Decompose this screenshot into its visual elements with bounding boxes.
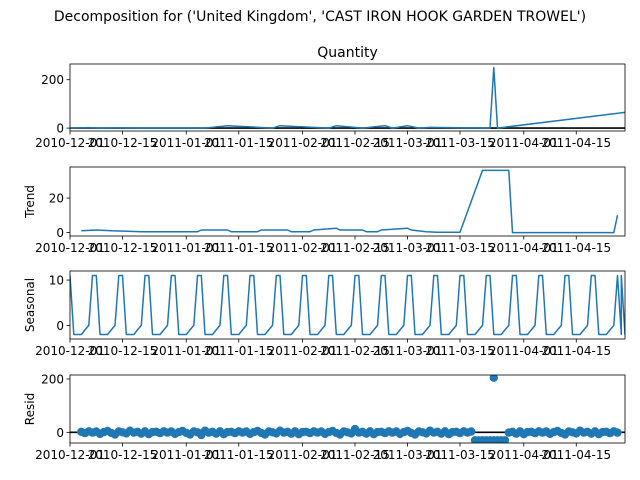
resid-point — [197, 430, 206, 440]
xtick-label: 2011-03-01 — [373, 448, 443, 462]
xtick-label: 2011-04-01 — [489, 448, 559, 462]
resid-point — [467, 427, 476, 436]
series-line-seasonal — [70, 274, 625, 336]
panel-observed: 02002010-12-012010-12-152011-01-012011-0… — [35, 45, 626, 150]
panel-title-observed: Quantity — [317, 45, 378, 61]
axes-frame-observed — [69, 63, 626, 132]
panel-seasonal: 0 10 2010-12-012010-12-152011-01-012011-01… — [23, 270, 626, 358]
xtick-label: 2011-01-15 — [204, 448, 274, 462]
xtick-label: 2010-12-15 — [88, 448, 158, 462]
xtick-label: 2011-03-15 — [425, 136, 495, 150]
ylabel-seasonal: Seasonal — [23, 278, 37, 332]
ytick-label: 200 — [41, 73, 64, 87]
axes-frame-resid — [69, 374, 626, 444]
xtick-label: 2011-02-01 — [268, 136, 338, 150]
figure-title: Decomposition for ('United Kingdom', 'CA… — [54, 9, 586, 25]
ytick-label: 0 — [56, 319, 64, 333]
xtick-label: 2010-12-01 — [35, 448, 105, 462]
xtick-label: 2011-02-01 — [268, 344, 338, 358]
resid-point — [350, 424, 360, 434]
xtick-label: 2010-12-01 — [35, 136, 105, 150]
xtick-label: 2010-12-01 — [35, 344, 105, 358]
xtick-label: 2011-03-15 — [425, 344, 495, 358]
ytick-label: 200 — [41, 373, 64, 387]
xtick-label: 2011-02-01 — [268, 241, 338, 255]
xtick-label: 2011-03-01 — [373, 136, 443, 150]
xtick-label: 2011-01-01 — [151, 344, 221, 358]
xtick-label: 2011-01-01 — [151, 241, 221, 255]
xtick-label: 2011-04-15 — [541, 448, 611, 462]
xtick-label: 2011-02-15 — [320, 448, 390, 462]
xtick-label: 2011-04-15 — [541, 136, 611, 150]
xtick-label: 2011-03-15 — [425, 448, 495, 462]
series-line-trend — [81, 169, 619, 234]
xtick-label: 2011-02-15 — [320, 241, 390, 255]
xtick-label: 2011-02-15 — [320, 344, 390, 358]
resid-point — [500, 436, 510, 443]
xtick-label: 2011-03-15 — [425, 241, 495, 255]
ytick-label: 0 — [56, 426, 64, 440]
xtick-label: 2011-03-01 — [373, 241, 443, 255]
xtick-label: 2010-12-15 — [88, 344, 158, 358]
xtick-label: 2011-04-01 — [489, 241, 559, 255]
xtick-label: 2010-12-15 — [88, 241, 158, 255]
subplots: 02002010-12-012010-12-152011-01-012011-0… — [23, 45, 626, 462]
xtick-label: 2011-04-15 — [541, 241, 611, 255]
xtick-label: 2011-04-15 — [541, 344, 611, 358]
resid-outlier-point — [489, 375, 498, 382]
xtick-label: 2011-02-01 — [268, 448, 338, 462]
ylabel-trend: Trend — [23, 185, 37, 219]
ytick-label: 0 — [56, 122, 64, 136]
xtick-label: 2011-01-15 — [204, 241, 274, 255]
resid-point — [613, 428, 622, 437]
axes-frame-trend — [69, 166, 626, 237]
xtick-label: 2011-04-01 — [489, 344, 559, 358]
xtick-label: 2011-03-01 — [373, 344, 443, 358]
xtick-label: 2010-12-15 — [88, 136, 158, 150]
ytick-label: 20 — [49, 192, 64, 206]
xtick-label: 2011-01-15 — [204, 344, 274, 358]
series-line-observed — [70, 66, 625, 129]
resid-points — [77, 375, 622, 443]
panel-resid: 02002010-12-012010-12-152011-01-012011-0… — [23, 373, 626, 462]
xtick-label: 2011-01-01 — [151, 136, 221, 150]
panel-trend: 0 20 2010-12-012010-12-152011-01-012011-01… — [23, 166, 626, 255]
ytick-label: 10 — [49, 274, 64, 288]
ylabel-resid: Resid — [23, 393, 37, 425]
axes-frame-seasonal — [69, 270, 626, 340]
ytick-label: 0 — [56, 226, 64, 240]
xtick-label: 2011-02-15 — [320, 136, 390, 150]
xtick-label: 2010-12-01 — [35, 241, 105, 255]
xtick-label: 2011-01-01 — [151, 448, 221, 462]
xtick-label: 2011-04-01 — [489, 136, 559, 150]
xtick-label: 2011-01-15 — [204, 136, 274, 150]
